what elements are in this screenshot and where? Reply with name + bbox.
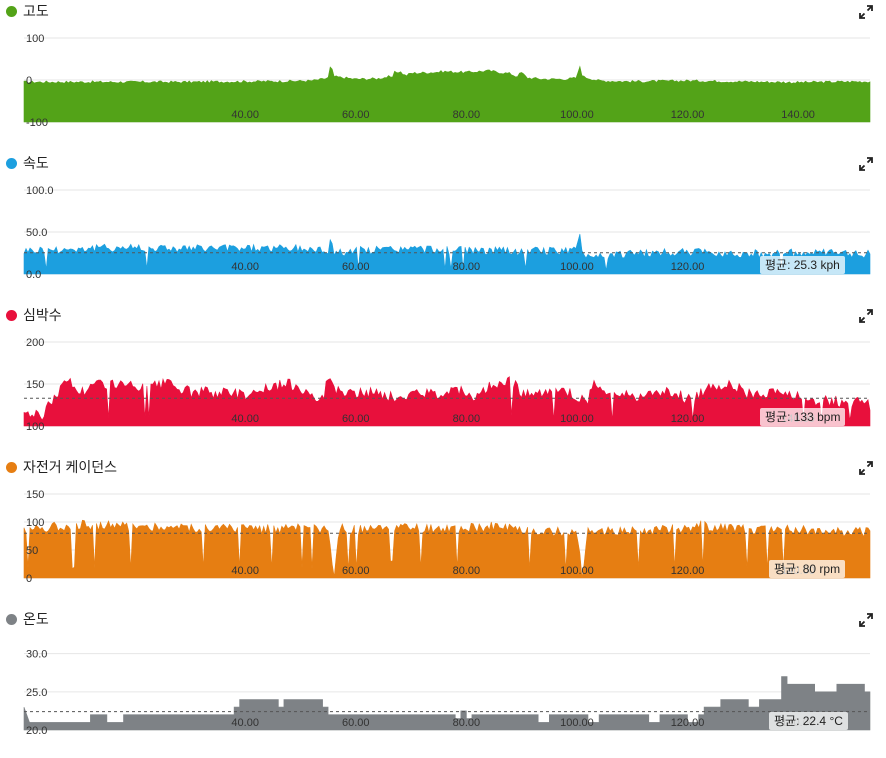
cadence-series-area xyxy=(23,519,871,579)
x-tick-label: 140.00 xyxy=(781,109,815,121)
heart-rate-panel: 심박수20015010040.0060.0080.00100.00120.001… xyxy=(0,304,886,454)
panel-title-label: 속도 xyxy=(23,155,49,171)
cadence-average-badge: 평균: 80 rpm xyxy=(769,560,846,578)
heart-rate-average-badge: 평균: 133 bpm xyxy=(760,408,846,426)
expand-icon[interactable] xyxy=(858,460,874,476)
y-tick-label: 25.0 xyxy=(26,687,47,699)
altitude-title: 고도 xyxy=(6,2,49,20)
speed-panel: 속도 100.0 50.0 0.0 40.00 60.00 80.00 100.00 120.0… xyxy=(0,152,886,302)
x-tick-label: 60.00 xyxy=(342,109,370,121)
x-tick-label: 40.00 xyxy=(231,717,259,729)
x-tick-label: 80.00 xyxy=(453,413,481,425)
y-tick-label: 0 xyxy=(26,75,32,87)
x-tick-label: 80.00 xyxy=(453,565,481,577)
panel-title-label: 고도 xyxy=(23,3,49,19)
speed-series-area xyxy=(23,233,871,275)
x-tick-label: 100.00 xyxy=(560,109,594,121)
altitude-panel: 고도 100 0 -100 40.00 60.00 80.00 100.00 120.00 140… xyxy=(0,0,886,150)
legend-dot-icon xyxy=(6,309,17,321)
y-tick-label: 100 xyxy=(26,421,44,433)
x-tick-label: 100.00 xyxy=(560,261,594,273)
y-tick-label: 50 xyxy=(26,545,38,557)
y-tick-label: 0 xyxy=(26,573,32,585)
cadence-title: 자전거 케이던스 xyxy=(6,458,117,476)
cadence-chart: 15010050040.0060.0080.00100.00120.00140.… xyxy=(23,489,871,585)
speed-average-badge: 평균: 25.3 kph xyxy=(760,256,845,274)
y-tick-label: 150 xyxy=(26,379,44,391)
x-tick-label: 40.00 xyxy=(231,261,259,273)
expand-icon[interactable] xyxy=(858,4,874,20)
legend-dot-icon xyxy=(6,157,17,169)
speed-title: 속도 xyxy=(6,154,49,172)
x-tick-label: 120.00 xyxy=(671,565,705,577)
altitude-chart: 100 0 -100 40.00 60.00 80.00 100.00 120.00 140.0… xyxy=(23,33,871,129)
x-tick-label: 120.00 xyxy=(671,717,705,729)
panel-title-label: 온도 xyxy=(23,611,49,627)
expand-icon[interactable] xyxy=(858,156,874,172)
temperature-title: 온도 xyxy=(6,610,49,628)
heart-rate-chart: 20015010040.0060.0080.00100.00120.00140.… xyxy=(23,337,871,433)
x-tick-label: 100.00 xyxy=(560,565,594,577)
x-tick-label: 120.00 xyxy=(671,261,705,273)
x-tick-label: 120.00 xyxy=(671,413,705,425)
x-tick-label: 60.00 xyxy=(342,413,370,425)
panel-title-label: 심박수 xyxy=(23,307,62,323)
x-tick-label: 60.00 xyxy=(342,261,370,273)
altitude-series-area xyxy=(23,65,871,123)
x-tick-label: 60.00 xyxy=(342,717,370,729)
y-tick-label: 100.0 xyxy=(26,185,54,197)
expand-icon[interactable] xyxy=(858,308,874,324)
cadence-panel: 자전거 케이던스 150 100 50 0 40.00 60.00 80.00 100.00 12… xyxy=(0,456,886,606)
legend-dot-icon xyxy=(6,613,17,625)
x-tick-label: 100.00 xyxy=(560,717,594,729)
y-tick-label: 200 xyxy=(26,337,44,349)
expand-icon[interactable] xyxy=(858,612,874,628)
legend-dot-icon xyxy=(6,461,17,473)
x-tick-label: 100.00 xyxy=(560,413,594,425)
x-tick-label: 80.00 xyxy=(453,717,481,729)
x-tick-label: 80.00 xyxy=(453,109,481,121)
temperature-chart: 30.025.020.040.0060.0080.00100.00120.001… xyxy=(23,649,871,737)
panel-title-label: 자전거 케이던스 xyxy=(23,459,118,475)
heart-rate-series-area xyxy=(23,376,871,427)
x-tick-label: 60.00 xyxy=(342,565,370,577)
temperature-average-badge: 평균: 22.4 °C xyxy=(769,712,848,730)
x-tick-label: 40.00 xyxy=(231,413,259,425)
temperature-panel: 온도 30.0 25.0 20.0 40.00 60.00 80.00 100.00 120.0… xyxy=(0,608,886,758)
legend-dot-icon xyxy=(6,5,17,17)
speed-chart: 100.0 50.0 0.0 40.00 60.00 80.00 100.00 120.00 xyxy=(23,185,871,281)
x-tick-label: 80.00 xyxy=(453,261,481,273)
y-tick-label: -100 xyxy=(26,117,48,129)
y-tick-label: 150 xyxy=(26,489,44,501)
y-tick-label: 20.0 xyxy=(26,725,47,737)
x-tick-label: 120.00 xyxy=(671,109,705,121)
y-tick-label: 30.0 xyxy=(26,649,47,661)
x-tick-label: 40.00 xyxy=(231,565,259,577)
y-tick-label: 100 xyxy=(26,517,44,529)
temperature-series-area xyxy=(23,676,871,731)
y-tick-label: 50.0 xyxy=(26,227,47,239)
heart-rate-title: 심박수 xyxy=(6,306,62,324)
y-tick-label: 100 xyxy=(26,33,44,45)
y-tick-label: 0.0 xyxy=(26,269,41,281)
x-tick-label: 40.00 xyxy=(231,109,259,121)
